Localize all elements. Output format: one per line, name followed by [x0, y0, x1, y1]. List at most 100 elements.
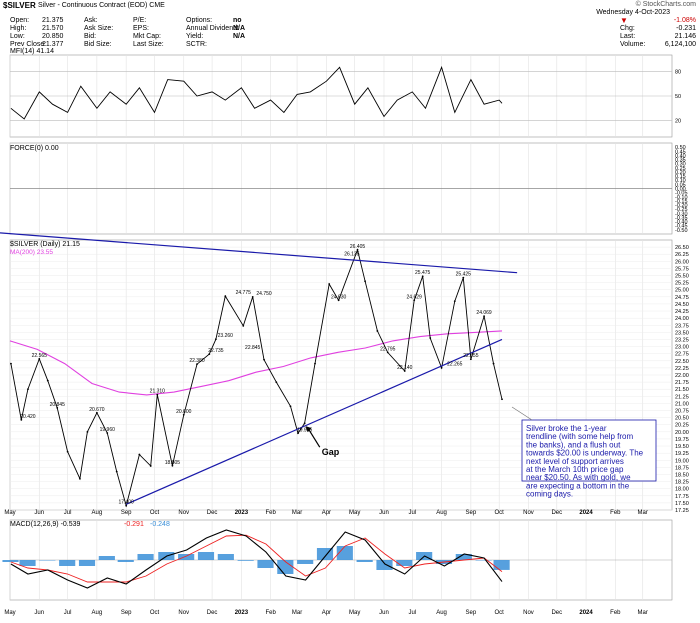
price-tick-label: 22.50: [675, 359, 689, 365]
stat-label: Mkt Cap:: [133, 33, 162, 40]
price-point: [214, 338, 217, 341]
x-tick-label: Oct: [150, 510, 160, 516]
force-tick-label: 0.20: [675, 170, 686, 176]
x-tick-label: Nov: [523, 610, 534, 616]
price-tick-label: 23.50: [675, 330, 689, 336]
price-point: [242, 324, 245, 327]
stat-value: N/A: [233, 25, 246, 32]
force-tick-label: -0.20: [675, 203, 688, 209]
force-tick-label: 0.10: [675, 178, 686, 184]
price-tick-label: 26.00: [675, 259, 689, 265]
price-point: [364, 280, 366, 283]
macd-histogram-bar: [197, 552, 215, 560]
x-tick-label: Dec: [207, 610, 218, 616]
x-tick-label: Nov: [178, 610, 189, 616]
macd-signal-line: [10, 534, 503, 583]
price-tick-label: 26.50: [675, 245, 689, 251]
stat-value: 21.375: [42, 17, 64, 24]
price-data-label: 22.735: [208, 348, 224, 354]
ma-legend: MA(200) 23.55: [10, 249, 53, 256]
x-tick-label: Oct: [150, 610, 160, 616]
stat-value: 21.570: [42, 25, 64, 32]
price-point: [297, 432, 299, 435]
x-tick-label: Oct: [495, 510, 505, 516]
price-tick-label: 25.25: [675, 281, 689, 287]
price-data-label: 21.310: [150, 389, 166, 395]
stat-label: EPS:: [133, 25, 149, 32]
x-tick-label: Jul: [64, 510, 72, 516]
price-tick-label: 25.50: [675, 274, 689, 280]
price-tick-label: 24.50: [675, 302, 689, 308]
price-point: [66, 450, 69, 453]
price-data-label: 23.260: [218, 333, 234, 339]
price-tick-label: 19.50: [675, 444, 689, 450]
x-tick-label: Sep: [466, 610, 477, 616]
macd-histogram-bar: [178, 554, 195, 560]
price-point: [10, 362, 12, 365]
price-data-label: 22.380: [189, 358, 205, 364]
macd-histogram-bar: [257, 560, 274, 568]
price-point: [208, 353, 211, 356]
macd-histogram-bar: [356, 560, 373, 562]
force-tick-label: -0.35: [675, 215, 688, 221]
x-tick-label: Dec: [551, 610, 562, 616]
gap-arrow-icon: [308, 428, 321, 448]
x-tick-label: Feb: [610, 510, 621, 516]
price-tick-label: 17.25: [675, 508, 689, 514]
price-tick-label: 17.75: [675, 494, 689, 500]
price-data-label: 18.805: [165, 460, 181, 466]
stat-label: SCTR:: [186, 41, 207, 48]
watermark: © StockCharts.com: [635, 1, 696, 8]
price-tick-label: 20.75: [675, 409, 689, 415]
price-point: [46, 379, 49, 382]
price-point: [149, 465, 152, 467]
stat-label: P/E:: [133, 17, 147, 24]
price-data-label: 19.960: [100, 427, 116, 433]
price-point: [440, 366, 443, 369]
x-tick-label: May: [349, 610, 360, 616]
price-tick-label: 20.25: [675, 423, 689, 429]
x-tick-label: 2023: [235, 510, 249, 516]
price-point: [403, 370, 406, 372]
price-point: [356, 248, 359, 251]
price-point: [376, 330, 379, 332]
gap-arrowhead-icon: [305, 426, 312, 433]
x-tick-label: 2024: [579, 610, 593, 616]
price-point: [413, 299, 416, 302]
stat-label: Volume:: [620, 41, 646, 48]
price-tick-label: 19.00: [675, 458, 689, 464]
price-point: [289, 405, 292, 408]
macd-histogram-bar: [297, 560, 314, 564]
force-tick-label: -0.40: [675, 220, 688, 226]
x-tick-label: Dec: [551, 510, 562, 516]
x-tick-label: Mar: [638, 610, 648, 616]
stat-label: Open:: [10, 17, 30, 24]
price-data-label: 26.135: [344, 251, 360, 257]
macd-histogram-bar: [336, 546, 353, 560]
x-tick-label: Nov: [178, 510, 189, 516]
price-point: [78, 477, 81, 480]
stat-label: Bid Size:: [84, 41, 112, 48]
x-tick-label: Aug: [92, 610, 103, 616]
x-tick-label: Jul: [408, 610, 416, 616]
macd-histogram-bar: [137, 554, 154, 560]
price-tick-label: 22.25: [675, 366, 689, 372]
price-point: [328, 283, 331, 285]
support-trendline: [125, 338, 503, 505]
price-tick-label: 24.75: [675, 295, 689, 301]
macd-histogram-bar: [39, 560, 56, 561]
price-tick-label: 20.50: [675, 416, 689, 422]
price-point: [27, 388, 29, 391]
stat-label: Ask:: [84, 17, 98, 24]
price-point: [182, 413, 185, 416]
force-tick-label: -0.25: [675, 207, 688, 213]
macd-histogram-bar: [237, 560, 254, 561]
x-tick-label: May: [4, 510, 15, 516]
force-tick-label: 0.00: [675, 187, 686, 193]
mfi-tick-label: 20: [675, 119, 681, 125]
x-tick-label: Aug: [436, 610, 447, 616]
annotation-pointer: [511, 406, 533, 421]
macd-hist-legend: -0.248: [150, 521, 170, 528]
price-data-label: 24.629: [407, 294, 423, 300]
price-tick-label: 21.25: [675, 394, 689, 400]
